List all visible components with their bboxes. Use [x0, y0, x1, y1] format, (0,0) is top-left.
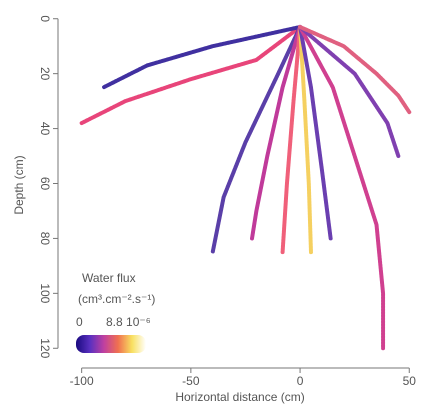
- colorbar: [76, 335, 146, 353]
- root: [298, 24, 412, 115]
- root: [298, 24, 386, 351]
- y-tick-label: 20: [38, 67, 52, 81]
- y-tick-label: 40: [38, 122, 52, 136]
- y-tick-label: 120: [38, 338, 52, 358]
- y-axis-label: Depth (cm): [12, 155, 26, 214]
- legend-title: Water flux: [82, 271, 136, 285]
- x-tick-label: -100: [70, 374, 94, 388]
- x-axis-label: Horizontal distance (cm): [175, 390, 304, 404]
- root: [79, 24, 303, 126]
- root: [298, 24, 313, 255]
- y-tick-label: 0: [38, 15, 52, 22]
- root: [101, 24, 303, 90]
- root: [280, 24, 303, 255]
- colorbar-min-label: 0: [76, 315, 83, 329]
- x-tick-label: -50: [182, 374, 200, 388]
- x-tick-label: 0: [297, 374, 304, 388]
- x-tick-label: 50: [403, 374, 417, 388]
- root: [298, 24, 333, 241]
- legend-units: (cm³.cm⁻².s⁻¹): [78, 292, 155, 306]
- root: [298, 24, 401, 159]
- root: [210, 24, 303, 255]
- root: [250, 24, 303, 241]
- colorbar-max-label: 8.8 10⁻⁶: [106, 315, 151, 329]
- y-tick-label: 100: [38, 283, 52, 303]
- y-tick-label: 60: [38, 177, 52, 191]
- y-tick-label: 80: [38, 232, 52, 246]
